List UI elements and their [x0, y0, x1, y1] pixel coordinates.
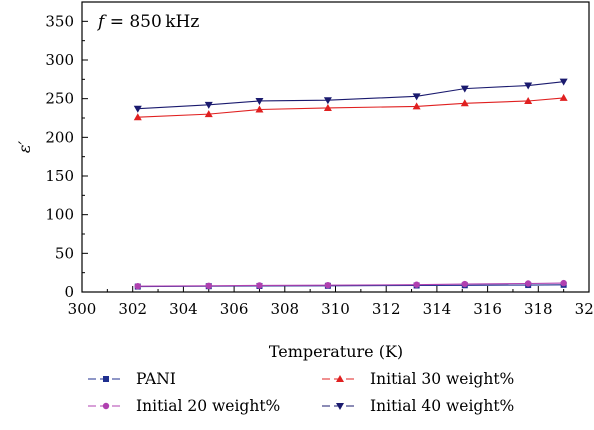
- x-tick-label: 300: [68, 300, 97, 318]
- legend-label: Initial 40 weight%: [370, 397, 514, 415]
- data-point: [133, 113, 142, 121]
- legend-label: Initial 30 weight%: [370, 370, 514, 388]
- data-point: [412, 102, 421, 110]
- annotation-text: = 850 kHz: [104, 12, 199, 32]
- data-point: [205, 282, 212, 290]
- x-tick-label: 308: [270, 300, 299, 318]
- legend-item: Initial 30 weight%: [322, 370, 514, 388]
- annotation: f = 850 kHz: [96, 12, 199, 32]
- legend-swatch-marker: [102, 402, 110, 410]
- x-tick-label: 306: [220, 300, 249, 318]
- data-point: [256, 282, 263, 289]
- y-tick-label: 150: [45, 167, 74, 185]
- series-initial-30-weight-: [133, 93, 568, 121]
- series-initial-20-weight-: [134, 279, 567, 290]
- data-point: [413, 281, 420, 288]
- data-point: [323, 103, 332, 111]
- data-point: [412, 93, 421, 101]
- x-tick-label: 314: [423, 300, 452, 318]
- x-tick-label: 318: [524, 300, 553, 318]
- x-tick-label: 310: [321, 300, 350, 318]
- legend-swatch-marker: [336, 375, 344, 382]
- y-tick-label: 350: [45, 12, 74, 30]
- data-point: [460, 85, 469, 93]
- data-point: [255, 105, 264, 113]
- x-axis-label: Temperature (K): [269, 342, 403, 361]
- x-ticks: 300 302 304 306 308 310 312 314 316 318 320: [68, 286, 594, 318]
- x-tick-label: 302: [118, 300, 147, 318]
- legend-label: PANI: [136, 370, 176, 388]
- series-line: [137, 282, 564, 287]
- y-tick-label: 200: [45, 128, 74, 146]
- data-point: [204, 101, 213, 109]
- data-point: [460, 99, 469, 107]
- y-ticks: 0 50 100 150 200 250 300 350: [45, 12, 88, 301]
- legend-item: Initial 40 weight%: [322, 397, 514, 415]
- legend-item: Initial 20 weight%: [88, 397, 280, 415]
- legend-item: PANI: [88, 370, 176, 388]
- y-tick-label: 300: [45, 51, 74, 69]
- data-point: [133, 105, 142, 113]
- data-point: [255, 97, 264, 105]
- legend-swatch-marker: [103, 376, 109, 382]
- y-tick-label: 0: [64, 283, 74, 301]
- series-line: [137, 97, 564, 118]
- data-point: [524, 280, 532, 287]
- data-point: [559, 78, 568, 86]
- y-tick-label: 250: [45, 90, 74, 108]
- series-initial-40-weight-: [133, 78, 568, 113]
- annotation-symbol: f: [96, 12, 107, 32]
- x-tick-label: 304: [169, 300, 198, 318]
- data-point: [559, 93, 568, 101]
- y-tick-label: 50: [55, 244, 74, 262]
- data-point: [324, 281, 332, 289]
- x-tick-label: 320: [575, 300, 594, 318]
- legend-swatch-marker: [336, 403, 344, 410]
- data-point: [560, 279, 567, 287]
- x-tick-label: 312: [372, 300, 401, 318]
- series-line: [137, 81, 564, 110]
- data-point: [323, 97, 332, 105]
- data-point: [461, 280, 468, 288]
- data-point: [524, 96, 533, 104]
- y-axis-label: ε′: [15, 141, 34, 154]
- series-layer: [133, 78, 568, 290]
- data-point: [204, 110, 213, 118]
- plot-frame: [81, 1, 590, 293]
- data-point: [134, 283, 141, 290]
- data-point: [524, 82, 533, 90]
- legend-label: Initial 20 weight%: [136, 397, 280, 415]
- y-tick-label: 100: [45, 206, 74, 224]
- legend: PANI Initial 20 weight% Initial 30 weight%…: [88, 370, 514, 415]
- x-tick-label: 316: [473, 300, 502, 318]
